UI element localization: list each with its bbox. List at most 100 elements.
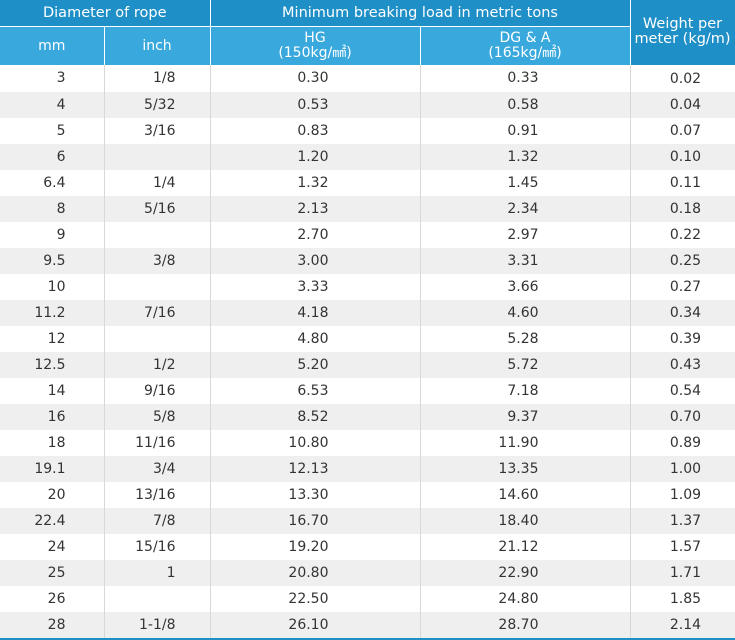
inch-cell: 3/8 (104, 247, 211, 274)
weight-cell: 0.04 (630, 91, 735, 118)
inch-cell: 1-1/8 (104, 611, 211, 640)
dg-name: DG & A (499, 30, 551, 46)
table-row: 6.4 1/4 1.32 1.45 0.11 (0, 169, 735, 196)
hg-unit: (150kg/㎟) (278, 45, 352, 61)
weight-cell: 1.00 (630, 455, 735, 482)
breaking-load-group-header: Minimum breaking load in metric tons (210, 0, 631, 27)
mm-cell: 24 (0, 533, 105, 560)
weight-cell: 0.43 (630, 351, 735, 378)
table-row: 25 1 20.80 22.90 1.71 (0, 559, 735, 586)
dg-load-cell: 4.60 (420, 299, 631, 326)
hg-load-cell: 8.52 (210, 403, 421, 430)
mm-cell: 28 (0, 611, 105, 640)
hg-load-cell: 3.00 (210, 247, 421, 274)
mm-cell: 6 (0, 143, 105, 170)
dg-header: DG & A (165kg/㎟) (420, 26, 631, 65)
inch-cell: 13/16 (104, 481, 211, 508)
mm-cell: 3 (0, 65, 105, 92)
mm-cell: 20 (0, 481, 105, 508)
inch-cell: 5/8 (104, 403, 211, 430)
weight-cell: 0.02 (630, 65, 735, 92)
dg-load-cell: 5.28 (420, 325, 631, 352)
inch-cell: 7/16 (104, 299, 211, 326)
hg-header: HG (150kg/㎟) (210, 26, 421, 65)
weight-cell: 1.09 (630, 481, 735, 508)
weight-cell: 0.27 (630, 273, 735, 300)
dg-load-cell: 11.90 (420, 429, 631, 456)
dg-load-cell: 1.32 (420, 143, 631, 170)
inch-cell: 5/16 (104, 195, 211, 222)
hg-load-cell: 22.50 (210, 585, 421, 612)
inch-cell: 1/2 (104, 351, 211, 378)
mm-cell: 11.2 (0, 299, 105, 326)
weight-cell: 0.34 (630, 299, 735, 326)
weight-cell: 0.11 (630, 169, 735, 196)
dg-load-cell: 0.58 (420, 91, 631, 118)
table-row: 28 1-1/8 26.10 28.70 2.14 (0, 611, 735, 640)
mm-cell: 19.1 (0, 455, 105, 482)
weight-cell: 0.22 (630, 221, 735, 248)
inch-cell (104, 325, 211, 352)
hg-name: HG (304, 30, 326, 46)
weight-cell: 0.89 (630, 429, 735, 456)
table-row: 18 11/16 10.80 11.90 0.89 (0, 429, 735, 456)
table-row: 14 9/16 6.53 7.18 0.54 (0, 377, 735, 404)
dg-load-cell: 1.45 (420, 169, 631, 196)
mm-cell: 4 (0, 91, 105, 118)
diameter-group-header: Diameter of rope (0, 0, 211, 27)
weight-cell: 1.85 (630, 585, 735, 612)
hg-load-cell: 1.32 (210, 169, 421, 196)
weight-cell: 0.18 (630, 195, 735, 222)
table-row: 5 3/16 0.83 0.91 0.07 (0, 117, 735, 144)
table-row: 12.5 1/2 5.20 5.72 0.43 (0, 351, 735, 378)
hg-load-cell: 2.70 (210, 221, 421, 248)
mm-cell: 10 (0, 273, 105, 300)
mm-cell: 22.4 (0, 507, 105, 534)
mm-cell: 6.4 (0, 169, 105, 196)
dg-load-cell: 0.33 (420, 65, 631, 92)
dg-load-cell: 21.12 (420, 533, 631, 560)
weight-cell: 0.10 (630, 143, 735, 170)
dg-load-cell: 14.60 (420, 481, 631, 508)
inch-cell (104, 585, 211, 612)
hg-load-cell: 12.13 (210, 455, 421, 482)
inch-header: inch (104, 26, 211, 65)
mm-cell: 8 (0, 195, 105, 222)
inch-cell: 1/4 (104, 169, 211, 196)
inch-cell: 3/4 (104, 455, 211, 482)
table-row: 6 1.20 1.32 0.10 (0, 143, 735, 170)
hg-load-cell: 0.83 (210, 117, 421, 144)
hg-load-cell: 0.53 (210, 91, 421, 118)
table-row: 20 13/16 13.30 14.60 1.09 (0, 481, 735, 508)
dg-load-cell: 24.80 (420, 585, 631, 612)
hg-load-cell: 2.13 (210, 195, 421, 222)
table-row: 4 5/32 0.53 0.58 0.04 (0, 91, 735, 118)
inch-cell (104, 143, 211, 170)
hg-load-cell: 0.30 (210, 65, 421, 92)
inch-cell: 3/16 (104, 117, 211, 144)
hg-load-cell: 16.70 (210, 507, 421, 534)
inch-cell: 11/16 (104, 429, 211, 456)
dg-load-cell: 28.70 (420, 611, 631, 640)
dg-load-cell: 5.72 (420, 351, 631, 378)
table-row: 12 4.80 5.28 0.39 (0, 325, 735, 352)
table-row: 24 15/16 19.20 21.12 1.57 (0, 533, 735, 560)
table-header: Diameter of rope Minimum breaking load i… (0, 0, 735, 66)
mm-cell: 5 (0, 117, 105, 144)
weight-cell: 0.07 (630, 117, 735, 144)
dg-load-cell: 13.35 (420, 455, 631, 482)
dg-load-cell: 3.66 (420, 273, 631, 300)
table-row: 9 2.70 2.97 0.22 (0, 221, 735, 248)
dg-load-cell: 0.91 (420, 117, 631, 144)
mm-cell: 26 (0, 585, 105, 612)
weight-cell: 2.14 (630, 611, 735, 640)
weight-cell: 0.54 (630, 377, 735, 404)
hg-load-cell: 4.18 (210, 299, 421, 326)
inch-cell: 9/16 (104, 377, 211, 404)
inch-cell: 7/8 (104, 507, 211, 534)
mm-cell: 12.5 (0, 351, 105, 378)
table-row: 8 5/16 2.13 2.34 0.18 (0, 195, 735, 222)
inch-cell: 1/8 (104, 65, 211, 92)
dg-load-cell: 18.40 (420, 507, 631, 534)
